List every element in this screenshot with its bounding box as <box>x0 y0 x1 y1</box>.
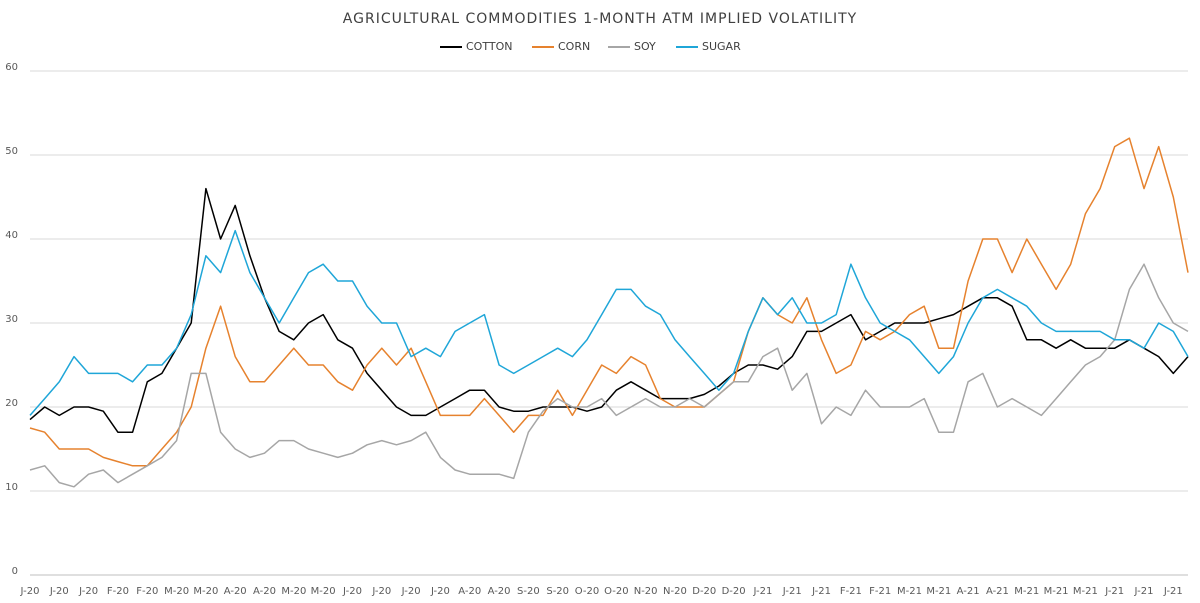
x-tick-label: J-20 <box>371 586 391 597</box>
legend-label: CORN <box>558 40 590 53</box>
x-tick-label: O-20 <box>604 586 628 597</box>
chart-title: AGRICULTURAL COMMODITIES 1-MONTH ATM IMP… <box>343 11 857 27</box>
x-tick-label: M-20 <box>164 586 189 597</box>
legend-label: SOY <box>634 40 656 53</box>
x-tick-label: J-20 <box>401 586 421 597</box>
x-tick-label: N-20 <box>634 586 658 597</box>
y-tick-label: 10 <box>5 482 18 493</box>
x-tick-label: F-21 <box>840 586 862 597</box>
x-tick-label: M-20 <box>281 586 306 597</box>
x-tick-label: O-20 <box>575 586 599 597</box>
x-tick-label: S-20 <box>546 586 569 597</box>
x-tick-label: M-21 <box>926 586 951 597</box>
x-tick-label: M-21 <box>1014 586 1039 597</box>
x-tick-label: D-20 <box>692 586 716 597</box>
x-tick-label: J-21 <box>782 586 802 597</box>
x-tick-label: J-20 <box>342 586 362 597</box>
x-tick-label: A-20 <box>224 586 247 597</box>
series-line <box>29 229 1189 416</box>
y-tick-label: 30 <box>5 314 18 325</box>
y-tick-label: 40 <box>5 230 18 241</box>
x-tick-label: J-21 <box>752 586 772 597</box>
x-tick-label: S-20 <box>517 586 540 597</box>
legend-label: COTTON <box>466 40 512 53</box>
x-tick-label: J-20 <box>430 586 450 597</box>
x-tick-label: M-21 <box>897 586 922 597</box>
x-tick-label: J-21 <box>811 586 831 597</box>
series-line <box>29 137 1189 467</box>
y-tick-label: 0 <box>12 566 18 577</box>
legend-label: SUGAR <box>702 40 741 53</box>
series-line <box>29 263 1189 488</box>
x-tick-label: M-21 <box>1044 586 1069 597</box>
x-tick-label: A-20 <box>488 586 511 597</box>
x-tick-label: F-20 <box>107 586 129 597</box>
x-tick-label: M-21 <box>1073 586 1098 597</box>
x-tick-label: A-20 <box>458 586 481 597</box>
x-tick-label: J-20 <box>20 586 40 597</box>
y-tick-label: 20 <box>5 398 18 409</box>
x-tick-label: J-21 <box>1163 586 1183 597</box>
series-line <box>29 187 1189 433</box>
y-tick-label: 50 <box>5 146 18 157</box>
x-tick-label: J-20 <box>49 586 69 597</box>
x-tick-label: N-20 <box>663 586 687 597</box>
y-tick-label: 60 <box>5 62 18 73</box>
x-tick-label: A-21 <box>986 586 1009 597</box>
x-tick-label: D-20 <box>722 586 746 597</box>
x-tick-label: J-20 <box>78 586 98 597</box>
x-tick-label: F-20 <box>136 586 158 597</box>
x-tick-label: J-21 <box>1134 586 1154 597</box>
x-tick-label: M-20 <box>311 586 336 597</box>
x-tick-label: F-21 <box>869 586 891 597</box>
x-tick-label: A-21 <box>957 586 980 597</box>
x-tick-label: A-20 <box>253 586 276 597</box>
x-tick-label: J-21 <box>1104 586 1124 597</box>
x-tick-label: M-20 <box>193 586 218 597</box>
